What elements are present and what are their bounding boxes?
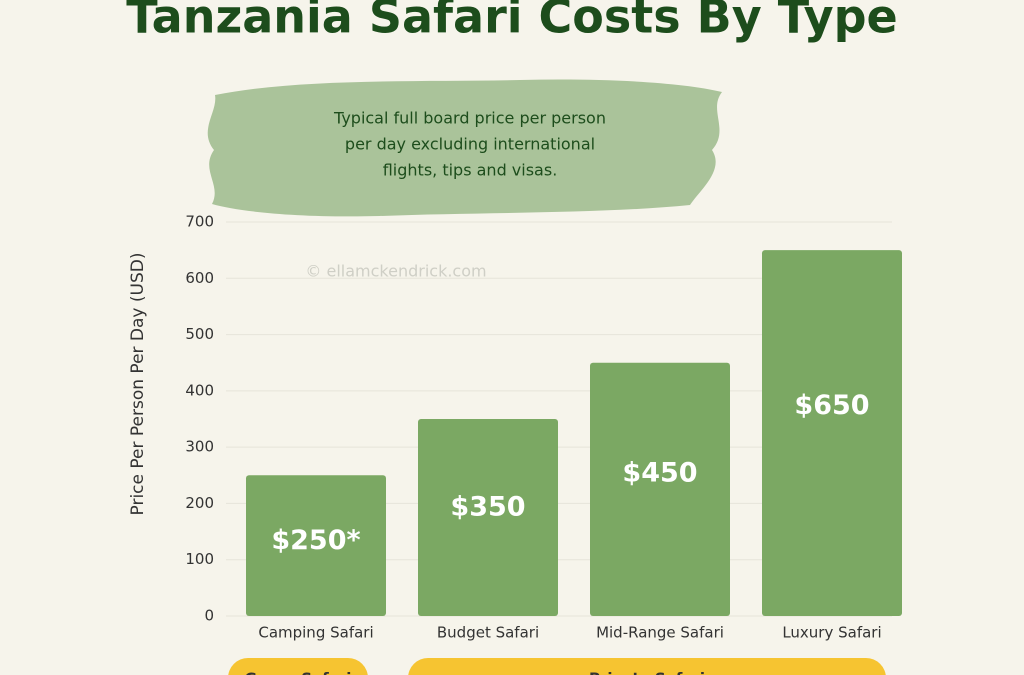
y-tick-label: 600: [185, 269, 214, 287]
x-tick-label: Camping Safari: [258, 624, 373, 642]
y-tick-label: 300: [185, 438, 214, 456]
note-line: per day excluding international: [345, 135, 595, 154]
y-axis-label: Price Per Person Per Day (USD): [128, 253, 148, 516]
y-tick-label: 100: [185, 550, 214, 568]
note: Typical full board price per person per d…: [333, 109, 606, 180]
note-line: Typical full board price per person: [333, 109, 606, 128]
value-label: $250*: [271, 525, 360, 556]
bar: [246, 475, 386, 616]
y-tick-label: 0: [204, 607, 214, 625]
note-line: flights, tips and visas.: [383, 161, 558, 180]
group-label: Group Safari: [245, 670, 352, 675]
y-tick-label: 500: [185, 325, 214, 343]
note-brush: [207, 79, 723, 217]
x-tick-label: Mid-Range Safari: [596, 624, 724, 642]
watermark: © ellamckendrick.com: [305, 262, 486, 281]
group-pill: [228, 658, 368, 675]
group-label: Private Safari: [589, 670, 705, 675]
bar: [418, 419, 558, 616]
y-tick-label: 400: [185, 381, 214, 399]
value-label: $650: [794, 390, 869, 421]
x-tick-label: Budget Safari: [437, 624, 539, 642]
value-label: $350: [450, 491, 525, 522]
y-tick-label: 200: [185, 494, 214, 512]
x-tick-label: Luxury Safari: [782, 624, 881, 642]
value-label: $450: [622, 458, 697, 489]
y-tick-label: 700: [185, 213, 214, 231]
bar: [590, 362, 730, 616]
group-pill: [408, 658, 886, 675]
chart-title: Tanzania Safari Costs By Type: [126, 0, 898, 44]
bar: [762, 250, 902, 616]
